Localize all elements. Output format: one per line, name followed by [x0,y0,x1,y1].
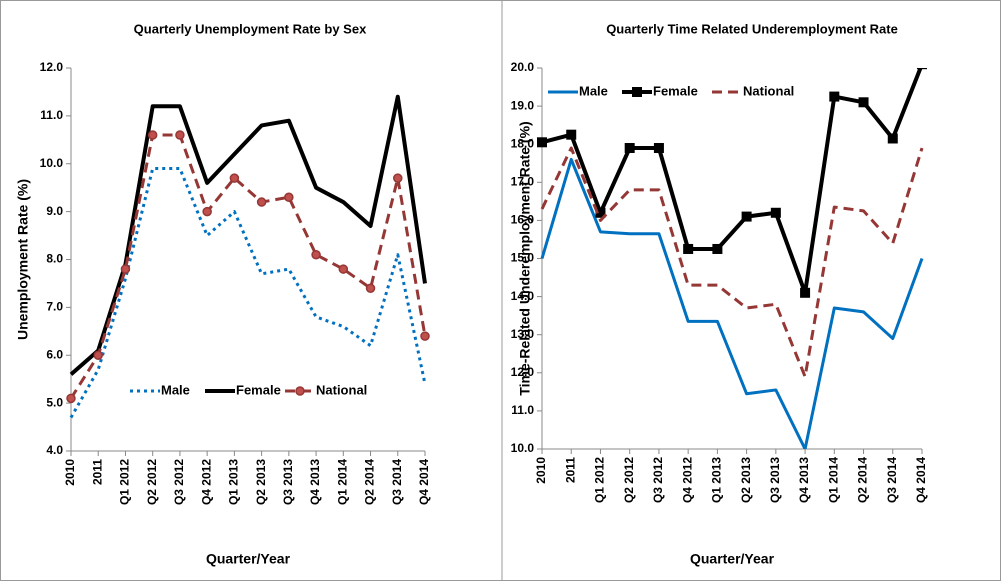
x-tick-label: 2011 [90,459,104,485]
chart-title: Quarterly Unemployment Rate by Sex [134,21,367,36]
x-tick-label: Q1 2013 [227,459,241,505]
y-tick-label: 10.0 [511,441,535,455]
point [365,283,376,293]
x-tick-label: 2010 [63,459,77,486]
x-tick-label: Q3 2014 [390,459,404,505]
series-line [540,157,924,449]
point [175,130,185,140]
plot [537,68,927,449]
x-tick-label: Q4 2012 [199,459,213,505]
x-tick-label: Q1 2013 [710,457,724,503]
point [420,331,430,341]
x-tick-label: 2011 [563,457,577,483]
x-tick-label: Q2 2013 [254,459,268,505]
x-axis-title: Quarter/Year [690,551,775,567]
x-tick-label: Q3 2013 [281,459,295,505]
x-tick-label: Q1 2014 [826,457,840,503]
y-tick-label: 11.0 [40,108,63,122]
x-tick-label: Q2 2014 [363,459,377,505]
point [93,350,103,360]
point [712,243,723,254]
x-tick-label: Q4 2014 [417,459,431,505]
x-axis-title: Quarter/Year [206,551,291,567]
point [202,206,212,217]
point [624,143,635,154]
x-tick-label: Q3 2012 [172,459,186,505]
x-tick-label: Q4 2013 [308,459,322,505]
y-tick-label: 15.0 [511,251,535,265]
y-tick-label: 19.0 [511,98,535,112]
x-tick-label: Q4 2014 [914,457,928,503]
point [311,249,321,260]
point [741,211,752,222]
x-tick-label: Q3 2012 [651,457,665,503]
point [229,173,240,183]
x-tick-label: Q2 2012 [145,459,159,505]
point [66,393,76,404]
x-tick-label: Q3 2014 [885,457,899,503]
point [147,130,158,140]
y-tick-label: 20.0 [511,60,535,74]
y-tick-label: 12.0 [511,365,535,379]
y-tick-label: 11.0 [511,403,534,417]
point [858,97,869,108]
point [770,207,781,218]
point [284,192,294,203]
x-tick-label: 2010 [534,457,548,484]
x-tick-label: Q4 2013 [797,457,811,503]
point [653,143,664,154]
point [683,243,694,254]
series-line [540,146,924,379]
y-axis-title: Time-Related Underemployment Rate (%) [517,121,533,395]
point [537,137,547,148]
y-tick-label: 16.0 [511,213,535,227]
y-tick-label: 5.0 [46,395,63,409]
legend-label: Female [653,83,698,98]
point [393,173,403,183]
y-tick-label: 10.0 [40,156,64,170]
legend-marker [295,386,305,396]
point [256,197,267,207]
point [120,264,131,274]
x-tick-label: Q2 2014 [856,457,870,503]
y-tick-label: 4.0 [46,443,63,457]
point [595,207,606,218]
y-tick-label: 7.0 [46,300,63,314]
x-tick-label: Q1 2014 [335,459,349,505]
legend-label: National [316,382,367,397]
y-tick-label: 6.0 [46,347,63,361]
x-tick-label: Q4 2012 [680,457,694,503]
x-tick-label: Q2 2013 [739,457,753,503]
y-tick-label: 8.0 [46,252,63,266]
point [800,287,811,298]
series-line [69,133,427,400]
x-tick-label: Q2 2012 [622,457,636,503]
plot [66,94,430,419]
point [887,133,898,144]
y-axis-title: Unemployment Rate (%) [15,179,31,340]
x-tick-label: Q1 2012 [593,457,607,503]
point [917,68,927,70]
y-tick-label: 12.0 [40,60,64,74]
legend-label: Male [579,83,608,98]
y-tick-label: 9.0 [46,204,63,218]
point [338,264,349,274]
y-tick-label: 18.0 [511,136,535,150]
series-line [69,94,427,376]
y-tick-label: 17.0 [511,174,535,188]
y-tick-label: 13.0 [511,327,535,341]
legend-marker [632,87,642,97]
point [566,129,577,140]
series-line [69,167,427,419]
x-tick-label: Q3 2013 [768,457,782,503]
y-tick-label: 14.0 [511,289,535,303]
legend-label: National [743,83,794,98]
legend-label: Male [161,382,190,397]
x-tick-label: Q1 2012 [118,459,132,505]
legend-label: Female [236,382,281,397]
chart-title: Quarterly Time Related Underemployment R… [606,21,898,36]
point [829,91,840,102]
